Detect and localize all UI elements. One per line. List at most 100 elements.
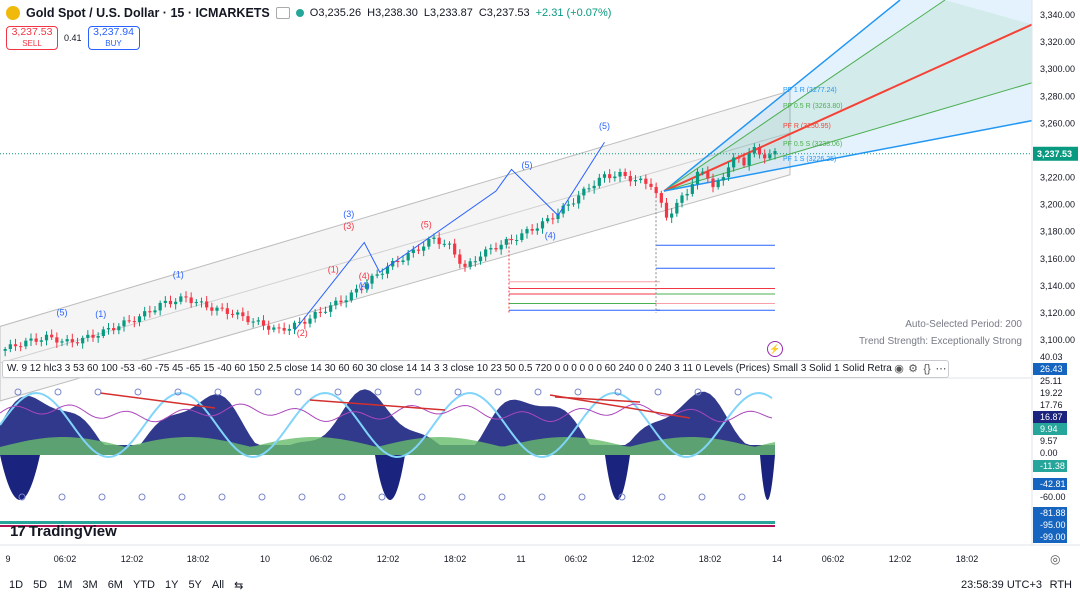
candle-body (174, 301, 178, 305)
candle-body (649, 183, 653, 187)
signal-marker (94, 388, 102, 396)
trend-strength-label: Trend Strength: Exceptionally Strong (858, 336, 1022, 347)
time-tick-label: 12:02 (889, 554, 912, 564)
signal-marker (98, 493, 106, 501)
time-axis[interactable]: 9 06:02 12:02 18:02 10 06:02 12:02 18:02 11 06:02… (0, 544, 1080, 564)
candle-body (323, 311, 328, 313)
range-all[interactable]: All (211, 579, 225, 591)
candle-body (256, 320, 260, 322)
time-tick-label: 14 (772, 554, 782, 564)
last-price-label: 3,237.53 (1037, 149, 1072, 159)
candle-body (163, 300, 167, 303)
candle-body (690, 184, 694, 194)
buy-button[interactable]: 3,237.94 BUY (87, 26, 140, 50)
session-rth[interactable]: RTH (1049, 579, 1072, 591)
osc-tick-label: -11.38 (1040, 461, 1065, 471)
range-ytd[interactable]: YTD (132, 579, 155, 591)
osc-badge (1033, 478, 1067, 490)
candle-body (122, 320, 126, 327)
candle-body (577, 195, 581, 204)
eye-icon[interactable]: ◉ (894, 363, 904, 375)
wave-label: (5) (421, 220, 432, 230)
osc-badge (1033, 423, 1067, 435)
signal-marker (538, 493, 546, 501)
time-tick-label: 12:02 (121, 554, 144, 564)
candle-body (153, 310, 157, 313)
candle-body (556, 213, 560, 220)
pitchfork-label: PF 0.5 S (3238.06) (783, 141, 842, 148)
axis-settings-icon[interactable]: ◎ (1050, 552, 1061, 566)
regression-channel (0, 90, 1032, 402)
candle-body (484, 249, 488, 257)
clock-timezone[interactable]: 23:58:39 UTC+3 (960, 579, 1042, 591)
candle-body (406, 253, 410, 261)
price-axis[interactable]: 3,100.00 3,120.00 3,140.00 3,160.00 3,180.00… (1031, 0, 1078, 545)
signal-marker (454, 388, 462, 396)
price-tick-label: 3,320.00 (1040, 37, 1075, 47)
wave-label: (2) (297, 328, 308, 338)
settings-gear-icon[interactable]: ⚙ (908, 363, 918, 375)
candle-body (60, 341, 64, 343)
candle-body (499, 244, 503, 250)
osc-tick-label: -42.81 (1040, 479, 1066, 489)
fan-line (663, 119, 1033, 192)
candle-body (360, 288, 364, 290)
candle-body (365, 283, 369, 290)
osc-tick-label: 0.00 (1040, 448, 1058, 458)
osc-tick-label: 9.57 (1040, 436, 1058, 446)
candle-body (716, 180, 720, 188)
candle-body (468, 261, 472, 267)
range-1y[interactable]: 1Y (164, 579, 179, 591)
more-icon[interactable]: ⋯ (935, 363, 947, 375)
compare-icon[interactable] (275, 7, 290, 19)
sell-label: SELL (22, 39, 42, 48)
candle-body (184, 296, 188, 298)
signal-marker (294, 388, 302, 396)
candle-body (608, 174, 612, 179)
signal-marker (534, 388, 542, 396)
candle-body (19, 346, 23, 348)
candle-body (732, 157, 736, 168)
range-5d[interactable]: 5D (33, 579, 48, 591)
pitchfork-label: PF 1 S (3226.25) (783, 156, 836, 163)
wave-label: (1) (173, 270, 184, 280)
pitchfork-labels: PF 1 R (3277.24) PF 0.5 R (3263.80) PF R (… (783, 87, 843, 163)
candle-body (613, 176, 617, 179)
price-tick-label: 3,280.00 (1040, 91, 1075, 101)
candle-body (571, 203, 576, 205)
price-tick-label: 3,140.00 (1040, 281, 1075, 291)
ohlc-open: O3,235.26 (309, 7, 362, 19)
lightning-icon[interactable]: ⚡ (767, 341, 783, 357)
wave-label: (1) (328, 264, 339, 274)
indicator-legend[interactable]: W. 9 12 hlc3 3 53 60 100 -53 -60 -75 45 … (2, 360, 949, 378)
range-1d[interactable]: 1D (9, 579, 24, 591)
candle-body (411, 249, 415, 254)
candle-body (432, 237, 436, 240)
date-range-icon[interactable]: ⇆ (234, 579, 244, 592)
candle-body (401, 260, 405, 263)
symbol-title[interactable]: Gold Spot / U.S. Dollar · 15 · ICMARKETS (26, 6, 270, 20)
candle-body (670, 213, 674, 218)
candle-body (199, 301, 204, 303)
sell-button[interactable]: 3,237.53 SELL (6, 26, 58, 50)
tv-logo-icon: 17 (10, 523, 26, 540)
fan-fill-blue (664, 0, 1032, 192)
candle-body (582, 188, 586, 196)
price-tick-label: 3,100.00 (1040, 335, 1075, 345)
osc-tick-label: 9.94 (1040, 424, 1058, 434)
candle-body (375, 274, 379, 276)
range-3m[interactable]: 3M (82, 579, 98, 591)
ohlc-low: L3,233.87 (423, 7, 473, 19)
signal-marker (498, 493, 506, 501)
range-1m[interactable]: 1M (57, 579, 73, 591)
candle-body (44, 334, 49, 341)
buy-label: BUY (105, 39, 122, 48)
range-6m[interactable]: 6M (107, 579, 123, 591)
spread-value: 0.41 (64, 33, 82, 43)
candle-body (101, 329, 105, 337)
range-5y[interactable]: 5Y (188, 579, 202, 591)
candle-body (261, 320, 266, 326)
ohlc-high: H3,238.30 (367, 7, 418, 19)
source-code-icon[interactable]: {} (923, 363, 931, 375)
